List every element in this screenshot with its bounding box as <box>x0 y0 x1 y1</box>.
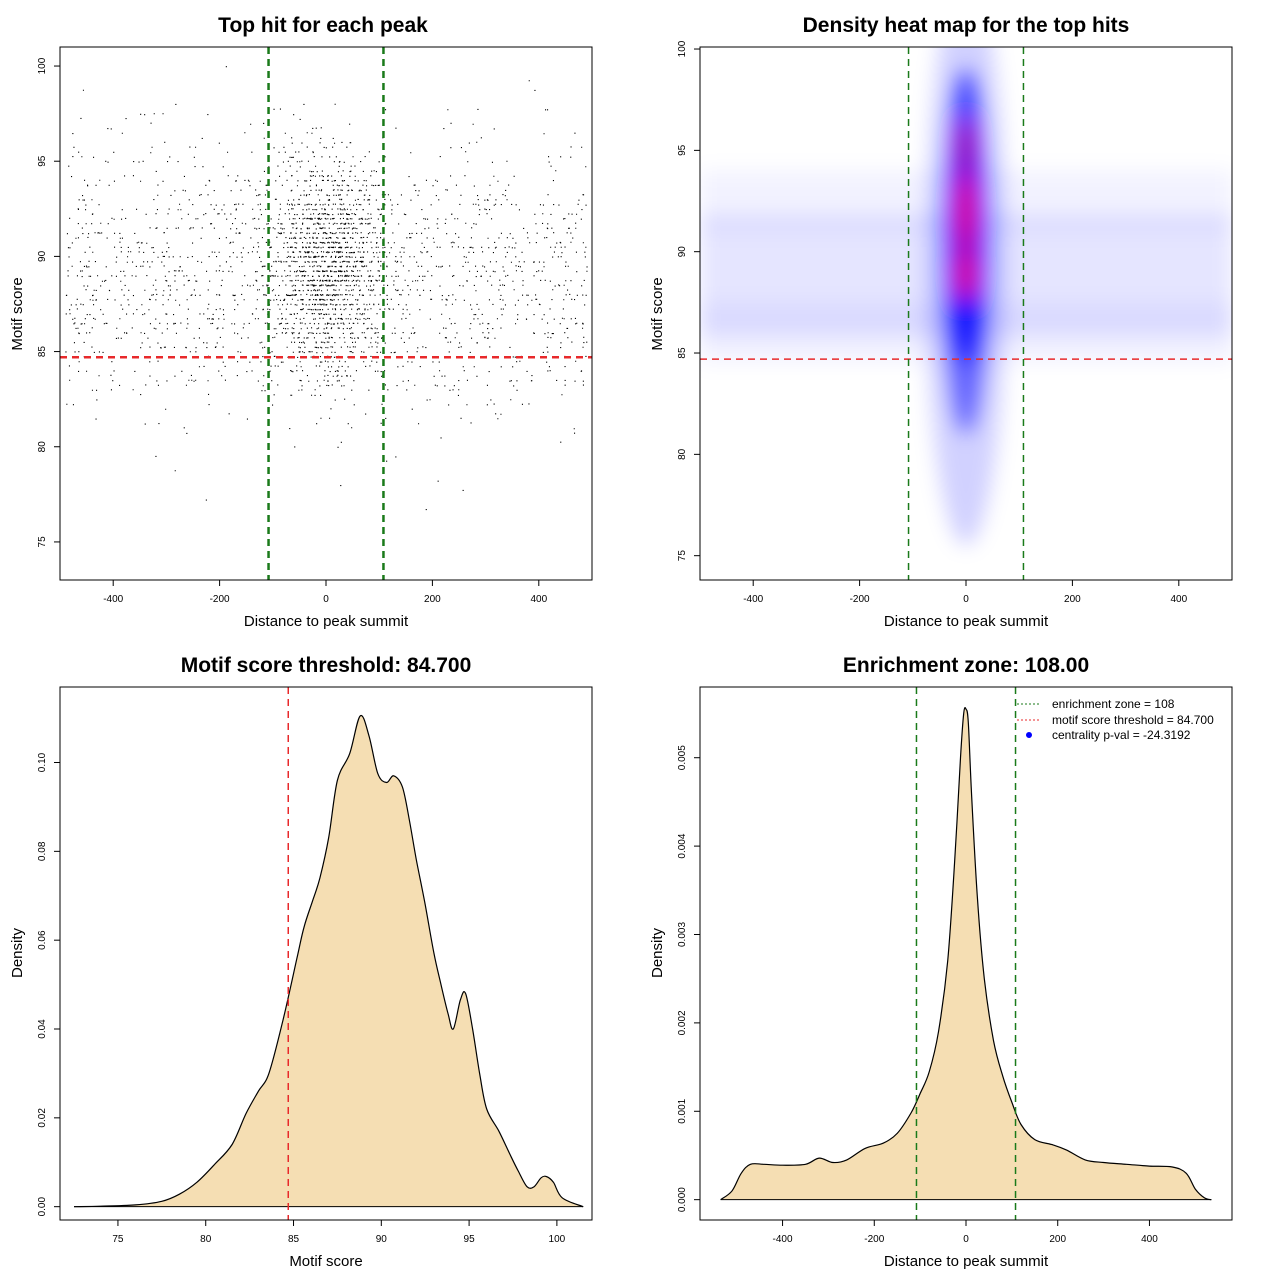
heatmap-x-tick-label: -200 <box>850 594 870 605</box>
heatmap-title: Density heat map for the top hits <box>803 14 1130 37</box>
heatmap-reference-lines <box>700 47 1232 580</box>
enrichment-density-curve <box>720 707 1212 1201</box>
scatter-panel: Top hit for each peak -400 -200 0 200 400 75 8… <box>9 14 593 630</box>
motif-y-tick-label: 0.08 <box>37 841 48 861</box>
motif-y-tick-label: 0.06 <box>37 930 48 950</box>
heatmap-x-tick-label: 0 <box>963 594 969 605</box>
motif-density-fill <box>74 715 584 1207</box>
motif-y-tick-label: 0.04 <box>37 1019 48 1039</box>
enrichment-x-label: Distance to peak summit <box>884 1253 1049 1270</box>
motif-y-tick-label: 0.10 <box>37 752 48 772</box>
scatter-y-tick-label: 100 <box>37 57 48 74</box>
enrichment-y-label: Density <box>649 927 666 978</box>
scatter-point-cloud <box>65 66 588 511</box>
scatter-axis-ticks: -400 -200 0 200 400 75 80 85 90 95 100 <box>37 57 548 605</box>
scatter-y-tick-label: 85 <box>37 346 48 358</box>
motif-axis-ticks: 75 80 85 90 95 100 0.00 0.02 0.04 0.06 0.08 0.10 <box>37 752 566 1245</box>
enrichment-legend: enrichment zone = 108 motif score thresh… <box>1017 697 1214 742</box>
heatmap-y-label: Motif score <box>649 277 666 350</box>
heatmap-panel: Density heat map for the top hits -400 -2… <box>649 14 1233 630</box>
motif-y-tick-label: 0.02 <box>37 1108 48 1128</box>
heatmap-y-tick-label: 85 <box>677 347 688 359</box>
motif-plot-frame <box>59 686 593 1221</box>
motif-x-tick-label: 75 <box>112 1234 124 1245</box>
enrichment-x-tick-label: -200 <box>864 1234 884 1245</box>
enrichment-axis-ticks: -400 -200 0 200 400 0.000 0.001 0.002 0.003 0.004… <box>677 745 1158 1245</box>
scatter-x-tick-label: -400 <box>103 594 123 605</box>
heatmap-y-tick-label: 75 <box>677 550 688 562</box>
motif-x-tick-label: 95 <box>464 1234 476 1245</box>
scatter-y-tick-label: 80 <box>37 441 48 453</box>
enrichment-x-tick-label: 200 <box>1049 1234 1066 1245</box>
enrichment-x-tick-label: 400 <box>1141 1234 1158 1245</box>
heatmap-density <box>700 47 1232 546</box>
motif-y-label: Density <box>9 927 26 978</box>
heatmap-blur-layer <box>700 47 1232 546</box>
enrichment-y-tick-label: 0.004 <box>677 833 688 858</box>
motif-x-label: Motif score <box>289 1253 362 1270</box>
motif-density-curve <box>73 714 584 1208</box>
scatter-points <box>65 66 588 511</box>
heatmap-y-tick-label: 95 <box>677 144 688 156</box>
legend-label-enrichment-zone: enrichment zone = 108 <box>1052 697 1175 711</box>
enrichment-density-area <box>720 707 1212 1201</box>
enrichment-y-tick-label: 0.002 <box>677 1010 688 1035</box>
scatter-y-label: Motif score <box>9 277 26 350</box>
enrichment-x-tick-label: -400 <box>773 1234 793 1245</box>
enrichment-y-tick-label: 0.001 <box>677 1098 688 1123</box>
heatmap-density-blob <box>959 243 973 301</box>
scatter-x-label: Distance to peak summit <box>244 613 409 630</box>
enrichment-x-tick-label: 0 <box>963 1234 969 1245</box>
heatmap-x-tick-label: -400 <box>743 594 763 605</box>
scatter-x-tick-label: 400 <box>530 594 547 605</box>
heatmap-density-blob <box>961 119 971 181</box>
enrichment-y-tick-label: 0.000 <box>677 1187 688 1212</box>
enrichment-panel: Enrichment zone: 108.00 -400 -200 0 200 400 0… <box>649 654 1233 1270</box>
scatter-y-tick-label: 95 <box>37 155 48 167</box>
heatmap-density-blob <box>961 225 971 262</box>
motif-density-title: Motif score threshold: 84.700 <box>181 654 472 677</box>
scatter-y-tick-label: 90 <box>37 250 48 262</box>
enrichment-title: Enrichment zone: 108.00 <box>843 654 1089 677</box>
heatmap-x-label: Distance to peak summit <box>884 613 1049 630</box>
scatter-title: Top hit for each peak <box>218 14 428 37</box>
motif-y-tick-label: 0.00 <box>37 1197 48 1217</box>
enrichment-y-tick-label: 0.003 <box>677 922 688 947</box>
heatmap-y-tick-label: 100 <box>677 40 688 57</box>
enrichment-y-tick-label: 0.005 <box>677 745 688 770</box>
enrichment-reference-lines <box>915 687 1017 1220</box>
scatter-reference-lines <box>60 47 592 580</box>
heatmap-x-tick-label: 400 <box>1170 594 1187 605</box>
motif-density-area <box>73 714 584 1208</box>
motif-x-tick-label: 90 <box>376 1234 388 1245</box>
motif-x-tick-label: 100 <box>549 1234 566 1245</box>
legend-label-centrality: centrality p-val = -24.3192 <box>1052 728 1191 742</box>
scatter-y-tick-label: 75 <box>37 536 48 548</box>
scatter-x-tick-label: 200 <box>424 594 441 605</box>
enrichment-density-fill <box>720 707 1212 1200</box>
scatter-x-tick-label: 0 <box>323 594 329 605</box>
heatmap-axis-ticks: -400 -200 0 200 400 75 80 85 90 95 100 <box>677 40 1188 605</box>
motif-x-tick-label: 85 <box>288 1234 300 1245</box>
legend-label-motif-threshold: motif score threshold = 84.700 <box>1052 713 1214 727</box>
heatmap-y-tick-label: 80 <box>677 448 688 460</box>
legend-symbol-centrality <box>1026 732 1032 738</box>
heatmap-y-tick-label: 90 <box>677 246 688 258</box>
scatter-x-tick-label: -200 <box>210 594 230 605</box>
motif-density-panel: Motif score threshold: 84.700 75 80 85 90 95… <box>9 654 593 1270</box>
heatmap-x-tick-label: 200 <box>1064 594 1081 605</box>
motif-x-tick-label: 80 <box>200 1234 212 1245</box>
